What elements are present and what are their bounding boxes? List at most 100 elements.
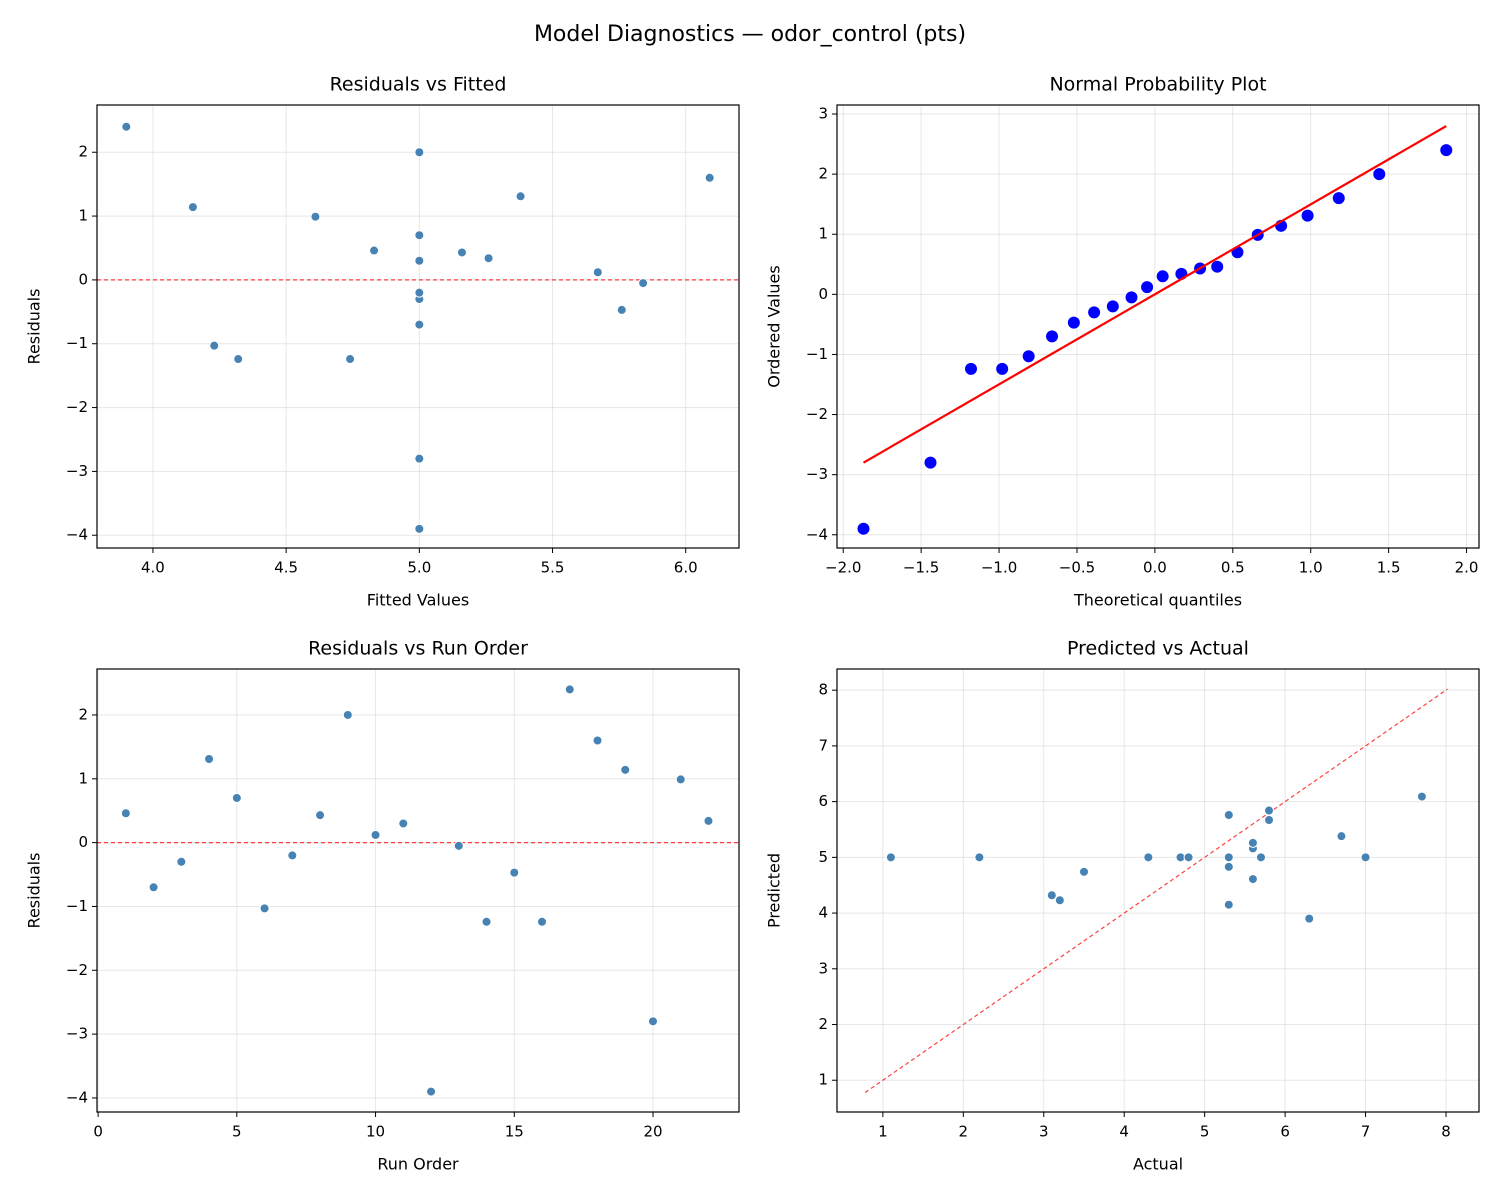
point	[342, 709, 353, 720]
x-tick-label: 5.0	[407, 559, 431, 577]
reference-line	[864, 688, 1448, 1093]
point	[1300, 208, 1315, 223]
x-tick-label: 6.0	[674, 559, 698, 577]
y-tick-label: 3	[818, 105, 828, 123]
point	[537, 916, 548, 927]
x-axis-label: Run Order	[377, 1155, 459, 1174]
y-tick-label: −1	[66, 334, 88, 352]
point	[592, 735, 603, 746]
figure-title: Model Diagnostics — odor_control (pts)	[534, 22, 966, 47]
y-tick-label: 1	[78, 207, 88, 225]
x-tick-label: −0.5	[1059, 559, 1095, 577]
point	[1264, 815, 1275, 826]
y-tick-label: 2	[818, 1015, 828, 1033]
point	[1183, 852, 1194, 863]
x-tick-label: 5.5	[541, 559, 565, 577]
axes-frame	[836, 104, 1480, 549]
point	[231, 792, 242, 803]
point	[1360, 852, 1371, 863]
x-tick-label: 4	[1119, 1123, 1129, 1141]
subplot-title: Residuals vs Fitted	[330, 74, 507, 96]
point	[233, 354, 244, 365]
x-tick-label: 6	[1280, 1123, 1290, 1141]
point	[923, 455, 938, 470]
subplot-title: Normal Probability Plot	[1049, 74, 1266, 96]
point	[620, 764, 631, 775]
y-tick-label: 1	[78, 769, 88, 787]
y-tick-label: −1	[806, 345, 828, 363]
point	[259, 903, 270, 914]
point	[515, 191, 526, 202]
point	[1066, 315, 1081, 330]
point	[398, 818, 409, 829]
x-tick-label: 7	[1361, 1123, 1371, 1141]
point	[1021, 349, 1036, 364]
subplot: Predicted vs Actual Actual Predicted 1 2 3 4 5 6…	[765, 638, 1480, 1174]
point	[369, 245, 380, 256]
y-tick-label: 4	[818, 904, 828, 922]
subplot: Residuals vs Fitted Fitted Values Residual…	[25, 74, 740, 610]
x-tick-label: 4.0	[141, 559, 165, 577]
y-tick-label: 8	[818, 681, 828, 699]
point	[1372, 167, 1387, 182]
point	[974, 852, 985, 863]
point	[414, 319, 425, 330]
point	[1223, 899, 1234, 910]
y-tick-label: 0	[78, 270, 88, 288]
x-tick-label: 20	[643, 1123, 662, 1141]
point	[964, 361, 979, 376]
subplot-title: Residuals vs Run Order	[308, 638, 528, 660]
reference-line	[862, 125, 1447, 464]
point	[345, 354, 356, 365]
point	[1124, 290, 1139, 305]
point	[1264, 805, 1275, 816]
x-axis-label: Theoretical quantiles	[1073, 591, 1242, 610]
y-tick-label: −2	[806, 405, 828, 423]
x-tick-label: 1.5	[1377, 559, 1401, 577]
x-tick-label: 1	[878, 1123, 888, 1141]
x-tick-label: 2.0	[1455, 559, 1479, 577]
point	[204, 754, 215, 765]
point	[414, 255, 425, 266]
y-tick-label: 2	[78, 143, 88, 161]
x-tick-label: 3	[1039, 1123, 1049, 1141]
x-tick-label: 15	[505, 1123, 524, 1141]
y-tick-label: 2	[78, 705, 88, 723]
point	[1054, 895, 1065, 906]
x-tick-label: 1.0	[1299, 559, 1323, 577]
point	[1247, 874, 1258, 885]
y-tick-label: −4	[66, 1088, 88, 1106]
x-tick-label: 0	[93, 1123, 103, 1141]
point	[310, 211, 321, 222]
x-tick-label: 8	[1441, 1123, 1451, 1141]
y-tick-label: −3	[66, 1025, 88, 1043]
x-tick-label: 0.0	[1143, 559, 1167, 577]
point	[1304, 913, 1315, 924]
y-axis-label: Residuals	[25, 853, 44, 929]
point	[1210, 259, 1225, 274]
point	[187, 202, 198, 213]
point	[414, 523, 425, 534]
point	[592, 267, 603, 278]
x-tick-label: −2.0	[825, 559, 861, 577]
point	[414, 230, 425, 241]
point	[148, 882, 159, 893]
x-tick-label: 5	[1200, 1123, 1210, 1141]
point	[209, 340, 220, 351]
point	[414, 147, 425, 158]
x-axis-label: Fitted Values	[367, 591, 469, 610]
y-axis-label: Ordered Values	[765, 265, 784, 387]
y-tick-label: 0	[78, 833, 88, 851]
point	[1416, 791, 1427, 802]
y-tick-label: −4	[806, 525, 828, 543]
point	[287, 850, 298, 861]
point	[426, 1086, 437, 1097]
point	[121, 121, 132, 132]
point	[703, 815, 714, 826]
point	[856, 521, 871, 536]
point	[1439, 143, 1454, 158]
point	[176, 856, 187, 867]
point	[1155, 269, 1170, 284]
point	[456, 247, 467, 258]
